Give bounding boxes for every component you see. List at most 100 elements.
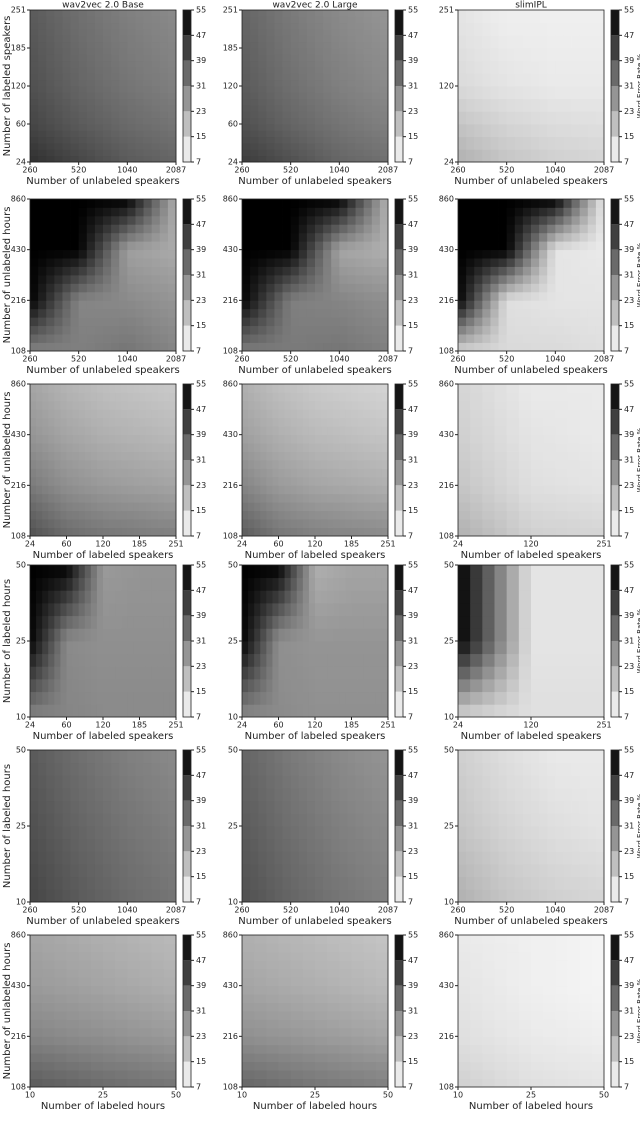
- contour-cell: [167, 851, 177, 865]
- contour-cell: [282, 124, 292, 131]
- contour-cell: [355, 750, 365, 764]
- contour-cell: [36, 400, 43, 410]
- contour-cell: [127, 60, 136, 68]
- contour-cell: [302, 679, 310, 693]
- contour-cell: [347, 117, 356, 125]
- contour-cell: [94, 54, 104, 62]
- contour-cell: [494, 468, 508, 478]
- contour-cell: [167, 92, 177, 100]
- contour-cell: [135, 241, 144, 251]
- contour-cell: [323, 143, 332, 150]
- contour-cell: [151, 300, 161, 310]
- contour-cell: [547, 317, 556, 327]
- contour-cell: [531, 628, 544, 642]
- contour-cell: [351, 434, 358, 444]
- colorbar-band: [395, 485, 403, 511]
- contour-cell: [506, 476, 520, 486]
- contour-cell: [46, 334, 55, 343]
- colorbar-label: Word Error Rate %: [636, 427, 640, 492]
- contour-cell: [331, 79, 340, 87]
- contour-cell: [308, 400, 316, 410]
- contour-cell: [498, 199, 508, 208]
- contour-cell: [331, 258, 340, 267]
- contour-cell: [339, 864, 348, 878]
- contour-cell: [72, 679, 80, 693]
- contour-cell: [96, 392, 104, 402]
- contour-cell: [298, 124, 308, 131]
- contour-cell: [282, 199, 292, 208]
- contour-cell: [145, 451, 153, 461]
- contour-cell: [66, 426, 73, 436]
- contour-cell: [84, 615, 92, 629]
- contour-cell: [539, 73, 548, 87]
- contour-cell: [121, 527, 128, 537]
- contour-cell: [494, 641, 508, 655]
- x-axis-label: Number of labeled speakers: [33, 550, 174, 561]
- contour-cell: [72, 519, 80, 528]
- contour-cell: [48, 493, 55, 503]
- contour-cell: [151, 35, 161, 43]
- x-axis-label: Number of unlabeled speakers: [26, 365, 179, 376]
- contour-cell: [482, 22, 491, 36]
- contour-cell: [242, 79, 251, 87]
- contour-cell: [315, 215, 324, 225]
- contour-cell: [248, 502, 255, 512]
- contour-cell: [595, 838, 605, 852]
- contour-cell: [381, 641, 389, 655]
- contour-cell: [127, 35, 136, 43]
- contour-cell: [331, 308, 340, 318]
- contour-cell: [506, 417, 520, 427]
- contour-cell: [119, 851, 128, 865]
- contour-cell: [135, 67, 144, 74]
- contour-cell: [555, 851, 564, 865]
- x-tick-label: 520: [283, 355, 298, 364]
- contour-cell: [482, 838, 491, 852]
- contour-cell: [242, 641, 249, 655]
- contour-cell: [363, 679, 371, 693]
- contour-cell: [351, 615, 358, 629]
- contour-cell: [371, 29, 381, 36]
- contour-cell: [84, 565, 92, 579]
- contour-cell: [274, 54, 283, 62]
- contour-cell: [46, 60, 55, 68]
- contour-cell: [458, 283, 467, 293]
- contour-cell: [327, 384, 334, 393]
- contour-cell: [284, 485, 292, 495]
- contour-cell: [30, 60, 39, 68]
- colorbar-tick-label: 55: [196, 746, 206, 755]
- contour-cell: [482, 691, 495, 705]
- contour-cell: [563, 207, 572, 217]
- contour-cell: [306, 10, 316, 17]
- contour-cell: [363, 876, 373, 890]
- contour-cell: [347, 54, 356, 62]
- contour-cell: [157, 510, 165, 520]
- y-tick-label: 216: [223, 481, 238, 490]
- contour-cell: [167, 60, 177, 68]
- contour-cell: [494, 409, 508, 419]
- contour-cell: [474, 775, 483, 789]
- contour-cell: [498, 838, 508, 852]
- contour-cell: [159, 98, 169, 106]
- contour-cell: [258, 889, 267, 903]
- contour-cell: [167, 800, 177, 814]
- contour-cell: [296, 691, 304, 705]
- contour-cell: [306, 851, 316, 865]
- contour-cell: [498, 249, 508, 259]
- contour-cell: [266, 232, 275, 242]
- contour-cell: [38, 838, 47, 852]
- contour-cell: [127, 232, 136, 242]
- contour-cell: [321, 409, 328, 419]
- contour-cell: [315, 451, 322, 461]
- contour-cell: [555, 232, 564, 242]
- contour-cell: [96, 417, 104, 427]
- contour-cell: [531, 98, 540, 112]
- contour-cell: [103, 400, 110, 410]
- contour-cell: [339, 300, 348, 310]
- contour-cell: [151, 224, 161, 234]
- contour-cell: [274, 308, 283, 318]
- contour-cell: [250, 16, 259, 24]
- contour-cell: [290, 565, 298, 579]
- colorbar-band: [395, 136, 403, 162]
- contour-cell: [282, 86, 292, 93]
- contour-cell: [133, 485, 140, 495]
